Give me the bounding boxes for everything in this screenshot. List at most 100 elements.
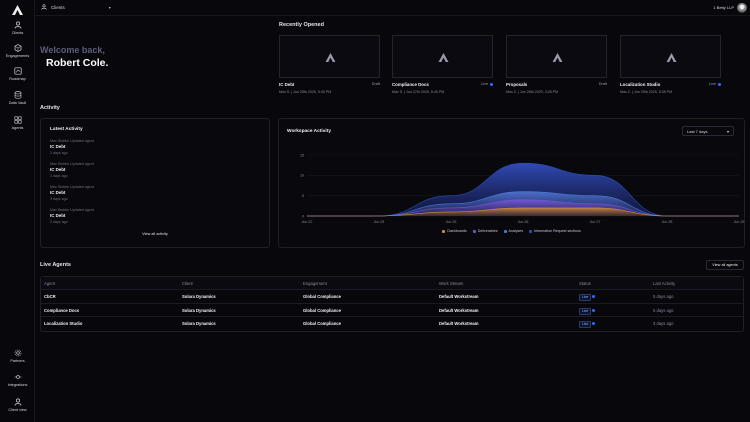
- client-name: Solara Dynamics: [182, 307, 216, 313]
- legend-item[interactable]: Dashboards: [442, 229, 467, 233]
- activity-title: IC Debt: [50, 167, 66, 172]
- activity-item[interactable]: Max Stobbe Updated agent IC Debt 3 days …: [50, 139, 94, 155]
- x-tick-label: Jun 22: [302, 220, 313, 224]
- live-agents-title: Live Agents: [40, 262, 71, 268]
- recent-card[interactable]: IC Debt Draft Max S. | Jun 25th 2025, 5:…: [279, 35, 380, 94]
- workstream-name: Default Workstream: [439, 321, 479, 326]
- database-icon: [14, 91, 21, 99]
- logo-icon[interactable]: [12, 5, 23, 15]
- sidebar-item-label: Roadmap: [9, 77, 26, 81]
- integration-icon: [14, 375, 21, 379]
- last-activity: 5 days ago: [653, 307, 674, 313]
- client-select-label: Clients: [51, 4, 65, 10]
- column-header[interactable]: Status: [579, 281, 591, 286]
- live-dot-icon: [592, 308, 596, 312]
- column-header[interactable]: Agent: [44, 281, 55, 286]
- workspace-chart: 0 5 10 15 Jun 22 Jun 24 Jun 25 Jun 26 Jun 27 Jun …: [300, 153, 744, 224]
- recent-date: Max S. | Jun 27th 2025, 5:40 PM: [392, 90, 445, 94]
- activity-meta: Max Stobbe Updated agent: [50, 139, 94, 143]
- legend-item[interactable]: Analyses: [503, 229, 524, 233]
- recent-thumbnail: [279, 35, 380, 78]
- workstream-name: Default Workstream: [439, 294, 479, 299]
- recent-card[interactable]: Proposals Draft Max Z. | Jun 28th 2025, …: [506, 35, 607, 94]
- live-dot-icon: [592, 322, 596, 325]
- column-header[interactable]: Last Activity: [653, 281, 676, 286]
- y-tick-label: 0: [302, 214, 304, 218]
- sidebar-item-agents[interactable]: Agents: [0, 116, 35, 130]
- client-select[interactable]: Clients ▾: [41, 4, 111, 10]
- status-badge: Live: [579, 290, 596, 303]
- status-badge: Live: [709, 82, 721, 86]
- recent-name: Localization Studio: [620, 82, 661, 87]
- chevron-down-icon: ▾: [726, 129, 729, 134]
- table-row[interactable]: CbCR Solara Dynamics Global Compliance D…: [41, 290, 743, 304]
- sidebar-item-engagements[interactable]: Engagements: [0, 44, 35, 58]
- view-all-activity-link[interactable]: View all activity: [142, 232, 168, 236]
- avatar[interactable]: [737, 3, 747, 13]
- activity-title: IC Debt: [50, 190, 66, 195]
- series-area-dashboards: [307, 207, 739, 216]
- grid-icon: [14, 116, 21, 124]
- column-header[interactable]: Client: [182, 281, 193, 286]
- legend-swatch: [529, 229, 533, 233]
- logo-icon: [552, 53, 563, 62]
- view-all-agents-button[interactable]: View all agents: [706, 260, 744, 270]
- latest-activity-title: Latest Activity: [50, 127, 83, 132]
- x-tick-label: Jun 28: [662, 220, 673, 224]
- recent-date: Max S. | Jun 25th 2025, 5:45 PM: [279, 90, 332, 94]
- status-text: Live: [579, 307, 592, 315]
- last-activity: 3 days ago: [653, 321, 674, 326]
- column-header[interactable]: Work Stream: [439, 281, 464, 286]
- logo-icon: [666, 53, 677, 62]
- legend-swatch: [442, 229, 446, 233]
- y-tick-label: 15: [300, 153, 304, 157]
- x-tick-label: Jun 27: [590, 220, 601, 224]
- sidebar-item-client-view[interactable]: Client view: [0, 398, 35, 412]
- column-header[interactable]: Engagement: [303, 281, 327, 286]
- sidebar-item-label: Client view: [8, 408, 27, 412]
- activity-meta: Max Stobbe Updated agent: [50, 185, 94, 189]
- sidebar-item-roadmap[interactable]: Roadmap: [0, 67, 35, 81]
- client-name: Solara Dynamics: [182, 294, 216, 299]
- legend-label: Analyses: [508, 229, 524, 233]
- recent-name: IC Debt: [279, 82, 295, 87]
- sidebar-item-clients[interactable]: Clients: [0, 21, 35, 35]
- legend-label: Deliverables: [477, 229, 498, 233]
- activity-meta: Max Stobbe Updated agent: [50, 208, 94, 212]
- legend-label: Dashboards: [447, 229, 467, 233]
- user-name[interactable]: 1 Betty LLP: [713, 5, 734, 10]
- sidebar-item-label: Data Vault: [8, 101, 27, 105]
- y-tick-label: 10: [300, 174, 304, 178]
- sidebar-item-label: Partners: [10, 359, 25, 363]
- activity-time: 3 days ago: [50, 174, 68, 178]
- activity-item[interactable]: Max Stobbe Updated agent IC Debt 3 days …: [50, 185, 94, 201]
- activity-item[interactable]: Max Stobbe Updated agent IC Debt 3 days …: [50, 162, 94, 178]
- status-text: Draft: [371, 82, 380, 86]
- workspace-activity-panel: Workspace Activity Last 7 days ▾ 0 5 10 15 J…: [278, 118, 745, 248]
- table-row[interactable]: Compliance Docs Solara Dynamics Global C…: [41, 304, 743, 317]
- status-text: Live: [481, 82, 488, 86]
- user-icon: [14, 398, 21, 406]
- user-icon: [14, 21, 21, 29]
- table-row[interactable]: Localization Studio Solara Dynamics Glob…: [41, 317, 743, 331]
- x-tick-label: Jun 25: [446, 220, 457, 224]
- sidebar-item-data-vault[interactable]: Data Vault: [0, 91, 35, 105]
- legend-item[interactable]: Information Request sections: [529, 229, 581, 233]
- sidebar-item-partners[interactable]: Partners: [0, 349, 35, 363]
- engagement-name: Global Compliance: [303, 321, 341, 326]
- workstream-name: Default Workstream: [439, 307, 479, 313]
- status-badge: Live: [579, 304, 596, 317]
- sidebar-item-integrations[interactable]: Integrations: [0, 373, 35, 387]
- recent-card[interactable]: Compliance Docs Live Max S. | Jun 27th 2…: [392, 35, 493, 94]
- welcome-name: Robert Cole.: [46, 57, 109, 69]
- recent-card[interactable]: Localization Studio Live Max Z. | Jun 29…: [620, 35, 721, 94]
- recent-name: Proposals: [506, 82, 528, 87]
- legend-item[interactable]: Deliverables: [472, 229, 498, 233]
- live-dot-icon: [718, 82, 721, 86]
- range-select[interactable]: Last 7 days ▾: [682, 126, 734, 136]
- recently-opened-title: Recently Opened: [279, 22, 324, 28]
- client-name: Solara Dynamics: [182, 321, 216, 326]
- activity-item[interactable]: Max Stobbe Updated agent IC Debt 3 days …: [50, 208, 94, 224]
- y-tick-label: 5: [302, 194, 304, 198]
- table-header-row: Agent Client Engagement Work Stream Stat…: [41, 277, 743, 290]
